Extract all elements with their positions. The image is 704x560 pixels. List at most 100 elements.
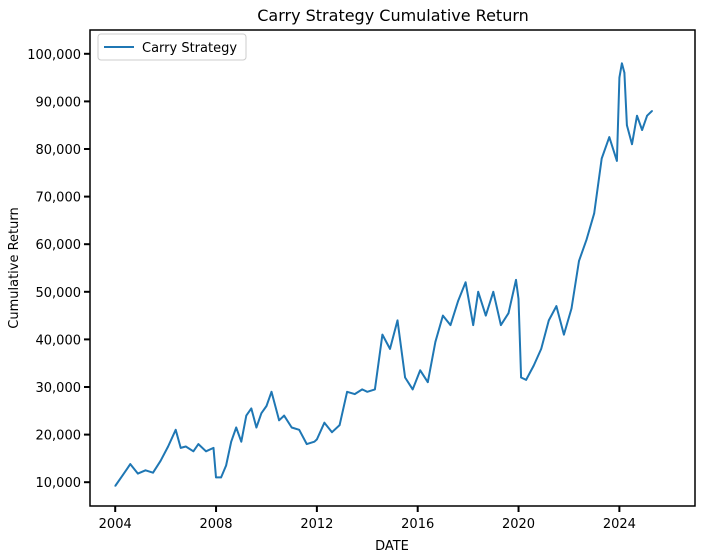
data-point: [646, 114, 648, 117]
data-point: [245, 414, 248, 417]
data-point: [517, 298, 520, 300]
data-point: [215, 476, 217, 479]
data-point: [323, 421, 326, 424]
data-point: [255, 426, 258, 429]
x-tick-label: 2016: [401, 517, 434, 532]
data-point: [298, 429, 301, 431]
data-point: [205, 450, 207, 453]
data-point: [626, 124, 628, 126]
legend: Carry Strategy: [97, 33, 247, 61]
data-point: [167, 445, 169, 448]
data-point: [184, 445, 187, 448]
data-point: [179, 447, 182, 449]
data-point: [623, 72, 626, 74]
data-point: [477, 291, 480, 293]
data-point: [152, 471, 154, 474]
data-point: [492, 291, 495, 293]
series-layer: [114, 62, 653, 487]
x-tick-label: 2020: [502, 517, 535, 532]
x-tick-label: 2004: [99, 517, 132, 532]
legend-entry-carry-strategy: Carry Strategy: [142, 41, 237, 56]
data-point: [265, 405, 268, 407]
legend-box: [97, 33, 247, 61]
data-point: [464, 281, 467, 284]
data-point: [472, 324, 474, 326]
data-point: [305, 443, 308, 445]
data-point: [547, 319, 550, 322]
data-point: [563, 333, 565, 336]
data-point: [419, 369, 422, 372]
data-point: [381, 333, 384, 336]
chart-title: Carry Strategy Cumulative Return: [257, 6, 529, 25]
data-point: [616, 160, 618, 162]
y-tick-label: 10,000: [36, 476, 82, 491]
data-point: [159, 459, 162, 462]
data-point: [290, 426, 293, 429]
data-point: [540, 348, 543, 350]
data-point: [457, 300, 459, 303]
data-point: [260, 412, 263, 414]
data-point: [396, 319, 399, 322]
data-point: [442, 314, 444, 317]
data-point: [361, 388, 364, 391]
data-point: [404, 376, 406, 379]
data-point: [500, 324, 502, 326]
data-point: [235, 426, 238, 429]
data-point: [174, 429, 177, 431]
y-tick-label: 50,000: [36, 286, 82, 301]
data-point: [225, 464, 227, 467]
data-point: [449, 324, 452, 326]
data-point: [585, 238, 588, 241]
data-point: [283, 414, 285, 417]
x-tick-label: 2008: [199, 517, 232, 532]
data-point: [434, 340, 437, 343]
x-tick-label: 2024: [603, 517, 636, 532]
y-tick-label: 60,000: [36, 238, 82, 253]
data-point: [600, 157, 603, 160]
data-point: [250, 407, 253, 410]
data-point: [212, 447, 215, 449]
data-point: [278, 419, 280, 422]
data-point: [515, 279, 517, 281]
data-point: [374, 388, 376, 391]
data-point: [313, 440, 316, 443]
data-point: [507, 312, 510, 315]
data-point: [484, 314, 487, 317]
data-point: [411, 388, 414, 391]
y-tick-label: 70,000: [36, 191, 82, 206]
data-point: [578, 260, 580, 262]
data-point: [621, 62, 623, 65]
data-point: [240, 440, 243, 443]
data-point: [520, 376, 522, 379]
data-point: [636, 114, 638, 117]
y-axis-label: Cumulative Return: [7, 207, 22, 328]
y-tick-label: 20,000: [36, 429, 82, 444]
data-point: [426, 381, 429, 384]
y-axis: 10,000 20,000 30,000 40,000 50,000 60,000 70,0…: [27, 48, 90, 491]
data-point: [331, 431, 333, 434]
y-tick-label: 80,000: [36, 143, 82, 158]
data-point: [137, 472, 139, 475]
data-point: [641, 129, 643, 131]
data-point: [389, 348, 391, 350]
data-point: [618, 76, 621, 79]
data-point: [525, 379, 527, 381]
data-point: [270, 390, 273, 393]
x-axis: 2004 2008 2012 2016 2020 2024: [99, 506, 636, 532]
data-point: [114, 485, 117, 487]
data-point: [338, 424, 341, 426]
data-point: [651, 110, 653, 112]
data-point: [144, 469, 147, 472]
data-point: [129, 463, 132, 465]
data-point: [570, 307, 573, 310]
data-point: [631, 143, 633, 146]
data-point: [121, 474, 124, 476]
data-point: [593, 212, 595, 215]
y-tick-label: 100,000: [27, 48, 81, 63]
y-tick-label: 40,000: [36, 333, 82, 348]
data-point: [230, 440, 232, 443]
data-point: [316, 438, 318, 441]
x-tick-label: 2012: [300, 517, 333, 532]
data-point: [555, 305, 558, 307]
